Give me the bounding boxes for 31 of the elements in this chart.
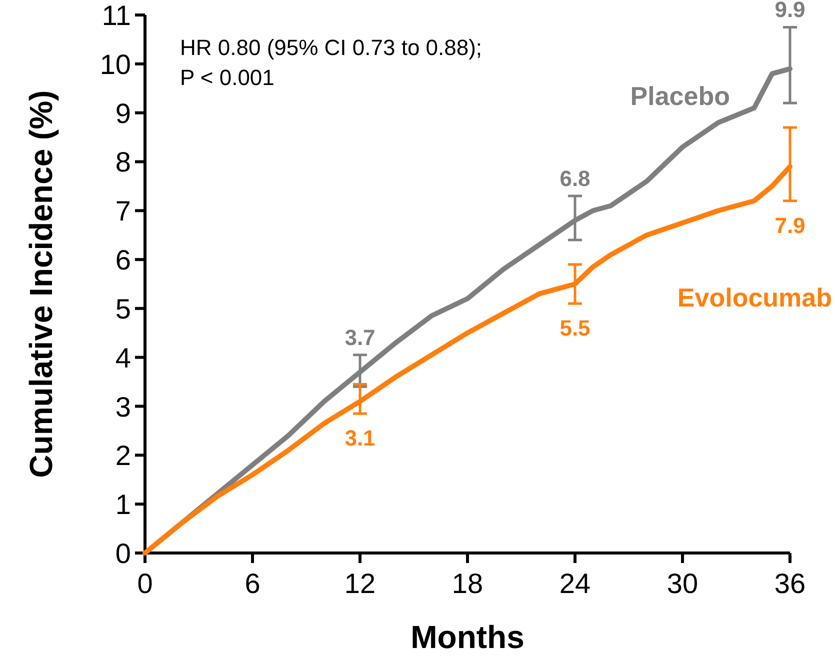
annotation: P < 0.001 (180, 65, 274, 90)
x-tick-label: 30 (666, 568, 698, 599)
y-tick-label: 7 (115, 196, 131, 227)
x-tick-label: 12 (344, 568, 376, 599)
x-tick-label: 18 (452, 568, 484, 599)
y-tick-label: 6 (115, 244, 131, 276)
y-tick-label: 3 (115, 391, 131, 422)
x-axis-title: Months (410, 619, 524, 655)
y-tick-label: 0 (115, 538, 131, 569)
x-tick-label: 6 (244, 568, 260, 599)
y-tick-label: 1 (115, 489, 131, 520)
data-label: 3.7 (344, 324, 376, 350)
y-tick-label: 10 (100, 48, 131, 80)
data-label: 9.9 (774, 0, 806, 22)
y-axis-title: Cumulative Incidence (%) (23, 90, 59, 478)
x-tick-label: 24 (559, 568, 591, 599)
data-label: 7.9 (774, 212, 806, 238)
y-tick-label: 11 (102, 0, 131, 31)
series-label: Placebo (630, 80, 730, 111)
data-label: 6.8 (560, 166, 590, 191)
x-tick-label: 0 (137, 568, 153, 599)
data-label: 5.5 (560, 316, 590, 341)
y-tick-label: 9 (115, 98, 131, 129)
x-tick-label: 36 (774, 568, 806, 599)
annotation: HR 0.80 (95% CI 0.73 to 0.88); (180, 35, 482, 60)
data-label: 3.1 (344, 426, 376, 451)
y-tick-label: 2 (115, 440, 131, 472)
y-tick-label: 8 (115, 146, 131, 178)
text: Evolocumab (677, 282, 832, 313)
y-tick-label: 5 (115, 293, 131, 324)
y-tick-label: 4 (115, 342, 131, 374)
